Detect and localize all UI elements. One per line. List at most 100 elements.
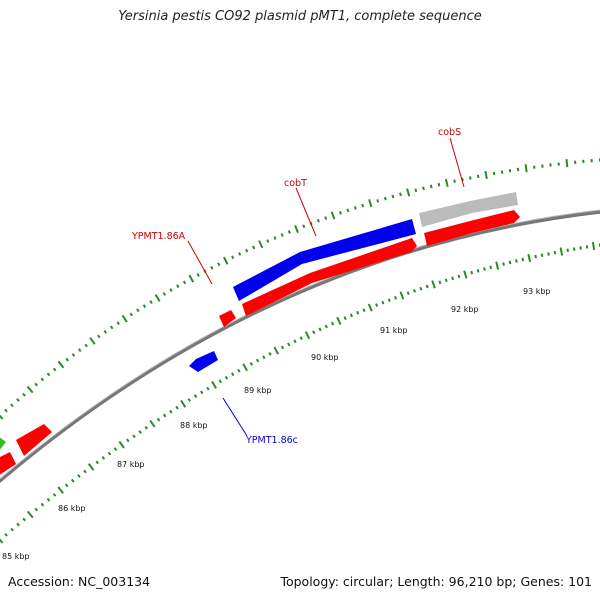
outer-tick — [294, 225, 299, 234]
gene-cobS-forward[interactable] — [424, 210, 520, 246]
outer-tick — [524, 164, 528, 173]
inner-tick — [255, 358, 260, 363]
outer-tick — [406, 188, 411, 197]
gene-green-feature[interactable] — [0, 436, 6, 452]
inner-tick — [495, 261, 500, 270]
label-leaders — [187, 137, 465, 437]
outer-tick — [217, 262, 221, 267]
inner-tick — [349, 313, 354, 318]
inner-tick — [489, 265, 493, 270]
gene-label-cobS: cobS — [438, 127, 461, 138]
outer-tick — [330, 211, 336, 220]
outer-tick — [266, 239, 270, 243]
inner-tick — [193, 394, 198, 399]
inner-tick — [547, 252, 550, 256]
outer-tick — [0, 414, 4, 420]
map-title: Yersinia pestis CO92 plasmid pMT1, compl… — [118, 9, 482, 24]
inner-tick — [46, 497, 51, 502]
outer-tick — [65, 357, 69, 362]
inner-tick — [4, 532, 8, 537]
inner-tick — [375, 303, 379, 307]
inner-tick — [515, 259, 518, 263]
outer-tick — [533, 165, 536, 169]
inner-tick — [585, 245, 589, 249]
outer-tick — [258, 240, 264, 249]
outer-tick — [565, 159, 569, 168]
inner-tick — [118, 440, 125, 449]
gene-cobS-other[interactable] — [419, 192, 518, 227]
tick-label-93: 93 kbp — [523, 287, 551, 296]
inner-tick — [138, 430, 142, 434]
inner-tick — [162, 413, 167, 418]
inner-tick — [224, 375, 229, 380]
gene-labels: YPMT1.86A cobT cobS YPMT1.86c — [131, 127, 461, 446]
inner-tick — [95, 460, 99, 465]
inner-tick — [330, 321, 335, 326]
gene-forward-left-a[interactable] — [0, 452, 16, 476]
outer-tick — [500, 170, 504, 174]
outer-tick — [368, 199, 373, 208]
outer-tick — [52, 367, 57, 372]
inner-tick — [16, 522, 20, 527]
inner-tick — [444, 278, 448, 283]
gene-cobT-forward[interactable] — [242, 238, 417, 316]
inner-tick — [87, 463, 95, 471]
outer-tick — [16, 398, 20, 402]
inner-tick — [218, 379, 222, 384]
outer-tick — [376, 199, 380, 203]
inner-tick — [540, 253, 544, 258]
inner-tick — [381, 300, 385, 305]
outer-tick — [383, 196, 387, 201]
inner-tick — [362, 308, 366, 312]
inner-tick — [52, 493, 57, 497]
tick-label-88: 88 kbp — [180, 421, 208, 430]
inner-tick — [483, 267, 486, 271]
gene-features — [0, 192, 520, 476]
tick-label-91: 91 kbp — [380, 326, 408, 335]
gene-forward-left-b[interactable] — [16, 424, 52, 456]
inner-tick — [457, 274, 461, 279]
inner-tick — [237, 368, 241, 373]
inner-tick — [211, 380, 217, 389]
outer-tick — [84, 343, 88, 348]
accession-text: Accession: NC_003134 — [8, 574, 151, 589]
inner-tick — [40, 502, 45, 507]
tick-label-86: 86 kbp — [58, 504, 86, 513]
inner-tick — [534, 254, 537, 259]
inner-tick — [83, 469, 87, 474]
outer-tick — [10, 403, 14, 408]
outer-tick — [484, 170, 488, 179]
inner-tick — [169, 409, 173, 414]
inner-tick — [299, 336, 303, 341]
outer-tick — [223, 256, 229, 265]
inner-tick — [419, 286, 423, 291]
inner-tick — [293, 339, 297, 344]
inner-tick — [64, 483, 69, 488]
outer-tick — [188, 274, 195, 283]
gene-label-cobT: cobT — [284, 178, 307, 189]
outer-tick — [422, 186, 425, 191]
outer-tick — [97, 334, 101, 339]
outer-tick — [353, 206, 357, 210]
outer-tick — [287, 230, 291, 234]
inner-tick — [22, 517, 26, 522]
inner-tick — [579, 246, 582, 250]
outer-tick — [245, 248, 249, 253]
inner-tick — [107, 451, 112, 456]
outer-tick — [169, 288, 173, 292]
outer-tick — [469, 176, 472, 180]
outer-tick — [453, 179, 456, 183]
outer-tick — [22, 392, 26, 397]
inner-tick — [101, 456, 106, 460]
outer-tick — [149, 300, 153, 304]
inner-tick — [304, 331, 311, 340]
outer-tick — [238, 252, 242, 256]
gene-YPMT1-86A[interactable] — [219, 310, 236, 327]
inner-tick — [438, 280, 442, 285]
gene-cobT-reverse[interactable] — [233, 219, 416, 301]
gene-YPMT1-86c[interactable] — [189, 351, 218, 372]
inner-tick — [399, 291, 405, 300]
inner-tick — [356, 310, 360, 315]
inner-tick — [249, 361, 253, 366]
